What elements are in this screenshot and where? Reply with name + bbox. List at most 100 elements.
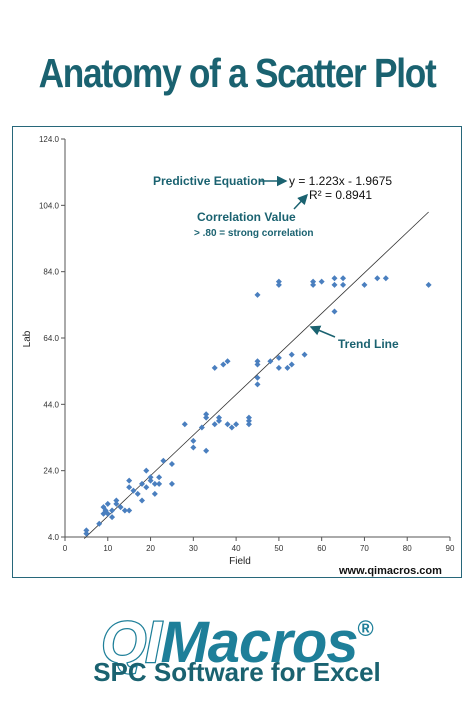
data-point [156,474,163,481]
data-point [181,421,188,428]
regression-equation: y = 1.223x - 1.9675 [289,174,392,188]
data-point [147,474,154,481]
data-point [143,484,150,491]
x-tick-label: 10 [103,544,112,553]
x-tick-label: 20 [146,544,155,553]
data-point [216,417,222,424]
data-point [224,421,231,428]
data-point [83,530,90,537]
data-point [220,361,227,368]
data-point [151,480,158,487]
data-point [216,414,222,421]
logo-qi-text: QI [100,610,163,675]
data-point [254,358,261,365]
data-point [104,510,111,517]
data-point [310,281,317,288]
data-point [340,281,347,288]
data-point [151,490,158,497]
data-point [117,504,124,511]
data-point [168,461,175,468]
equation-label: Predictive Equation [153,174,265,188]
data-point [224,358,231,365]
qimacros-logo: QIMacros® [0,598,474,675]
y-tick-label: 84.0 [43,268,59,277]
data-point [245,414,252,421]
data-point [374,275,381,282]
data-point [113,500,120,507]
trend-line-layer [83,211,429,539]
x-tick-label: 30 [189,544,198,553]
registered-mark: ® [357,616,374,641]
data-point [275,278,282,285]
data-point [203,414,210,421]
data-point [156,480,163,487]
x-tick-label: 70 [360,544,369,553]
data-point [147,477,154,484]
data-point [254,381,261,388]
tagline: SPC Software for Excel [93,657,381,687]
y-tick-label: 64.0 [43,334,59,343]
data-point [134,490,141,497]
data-point [284,364,291,371]
data-point [254,361,261,368]
data-point [288,361,295,368]
y-tick-label: 24.0 [43,467,59,476]
website-label: www.qimacros.com [338,565,442,577]
data-point [361,281,368,288]
data-point [382,275,389,282]
data-point [310,278,317,285]
data-points [83,275,432,537]
data-point [254,291,261,298]
data-point [96,520,103,527]
data-point [301,351,308,358]
logo-macros-text: Macros [160,610,358,675]
data-point [139,497,145,504]
correlation-note: > .80 = strong correlation [194,228,313,239]
axes: 0 10 20 30 40 50 60 70 80 90 4.0 24.0 44.0 64.0 84.0 10… [39,135,455,553]
data-point [130,487,137,494]
data-point [160,457,167,464]
y-tick-label: 104.0 [39,201,60,210]
data-point [254,374,261,381]
scatter-chart: 0 10 20 30 40 50 60 70 80 90 4.0 24.0 44.0 64.0 84.0 10… [22,135,455,577]
correlation-label: Correlation Value [197,210,296,224]
trend-line [83,211,429,539]
data-point [126,507,133,514]
y-tick-label: 124.0 [39,135,60,144]
data-point [288,351,295,358]
data-point [245,417,252,424]
data-point [267,358,274,365]
data-point [203,411,210,418]
data-point [190,437,197,444]
data-point [126,484,133,491]
data-point [245,421,252,428]
data-point [113,497,120,504]
data-point [139,480,145,487]
data-point [275,364,282,371]
data-point [168,480,175,487]
data-point [211,364,218,371]
data-point [331,308,338,315]
data-point [109,507,116,514]
correlation-arrow [293,193,309,210]
trend-line-arrow [309,325,336,338]
data-point [331,275,338,282]
data-point [121,507,128,514]
x-tick-label: 0 [63,544,68,553]
data-point [331,281,338,288]
data-point [233,421,240,428]
trend-line-label: Trend Line [338,337,399,351]
data-point [318,278,325,285]
data-point [143,467,150,474]
x-tick-label: 40 [232,544,241,553]
x-tick-label: 80 [403,544,412,553]
x-tick-label: 90 [446,544,455,553]
data-point [275,354,282,361]
scatter-chart-frame: 0 10 20 30 40 50 60 70 80 90 4.0 24.0 44.0 64.0 84.0 10… [12,126,462,578]
y-tick-label: 44.0 [43,400,59,409]
r-squared-value: R² = 0.8941 [309,188,372,202]
data-point [104,500,111,507]
data-point [190,444,197,451]
y-axis-label: Lab [22,330,33,347]
data-point [340,275,347,282]
